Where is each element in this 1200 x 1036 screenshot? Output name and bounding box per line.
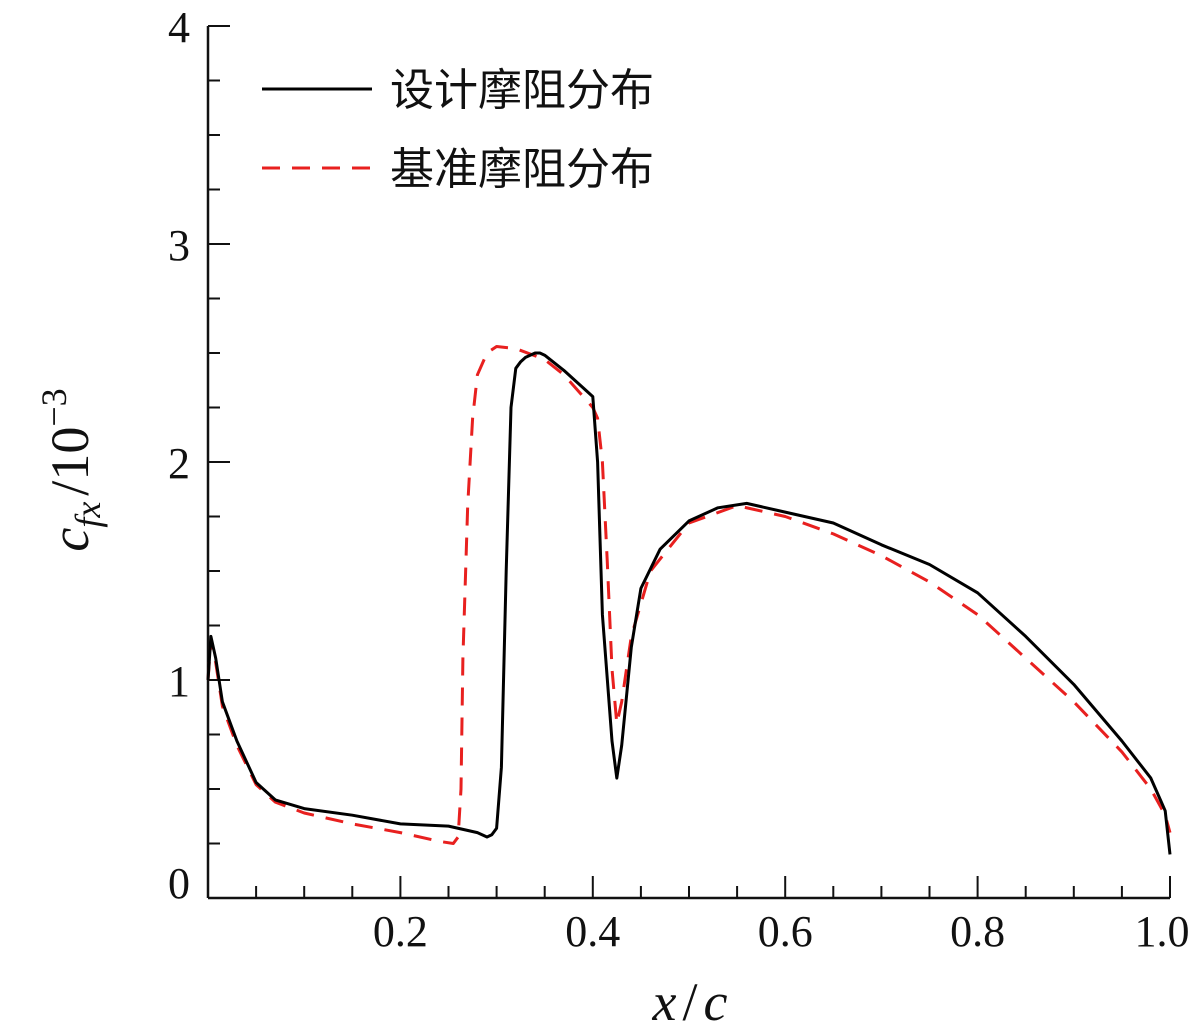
legend-label-baseline: 基准摩阻分布 xyxy=(390,144,654,195)
x-tick-label: 1.0 xyxy=(1135,907,1190,956)
plot-area: 0.2 0.4 0.6 0.8 1.0 0 1 2 3 4 xyxy=(168,3,1190,956)
y-axis-label: cfx/10−3 xyxy=(34,388,108,551)
series-line-design xyxy=(206,351,1172,855)
y-tick-label: 3 xyxy=(168,221,190,270)
legend: 设计摩阻分布 基准摩阻分布 xyxy=(262,65,654,195)
y-ticks: 0 1 2 3 4 xyxy=(168,3,230,908)
x-axis-label: x / c xyxy=(652,972,728,1032)
x-ticks: 0.2 0.4 0.6 0.8 1.0 xyxy=(255,876,1190,956)
y-tick-label: 2 xyxy=(168,439,190,488)
x-tick-label: 0.8 xyxy=(950,907,1005,956)
legend-label-design: 设计摩阻分布 xyxy=(390,65,654,116)
y-tick-label: 4 xyxy=(168,3,190,52)
x-tick-label: 0.6 xyxy=(758,907,813,956)
y-tick-label: 0 xyxy=(168,859,190,908)
series-line-baseline xyxy=(206,345,1172,845)
y-tick-label: 1 xyxy=(168,657,190,706)
series-layer xyxy=(206,345,1172,855)
x-tick-label: 0.2 xyxy=(373,907,428,956)
x-tick-label: 0.4 xyxy=(565,907,620,956)
